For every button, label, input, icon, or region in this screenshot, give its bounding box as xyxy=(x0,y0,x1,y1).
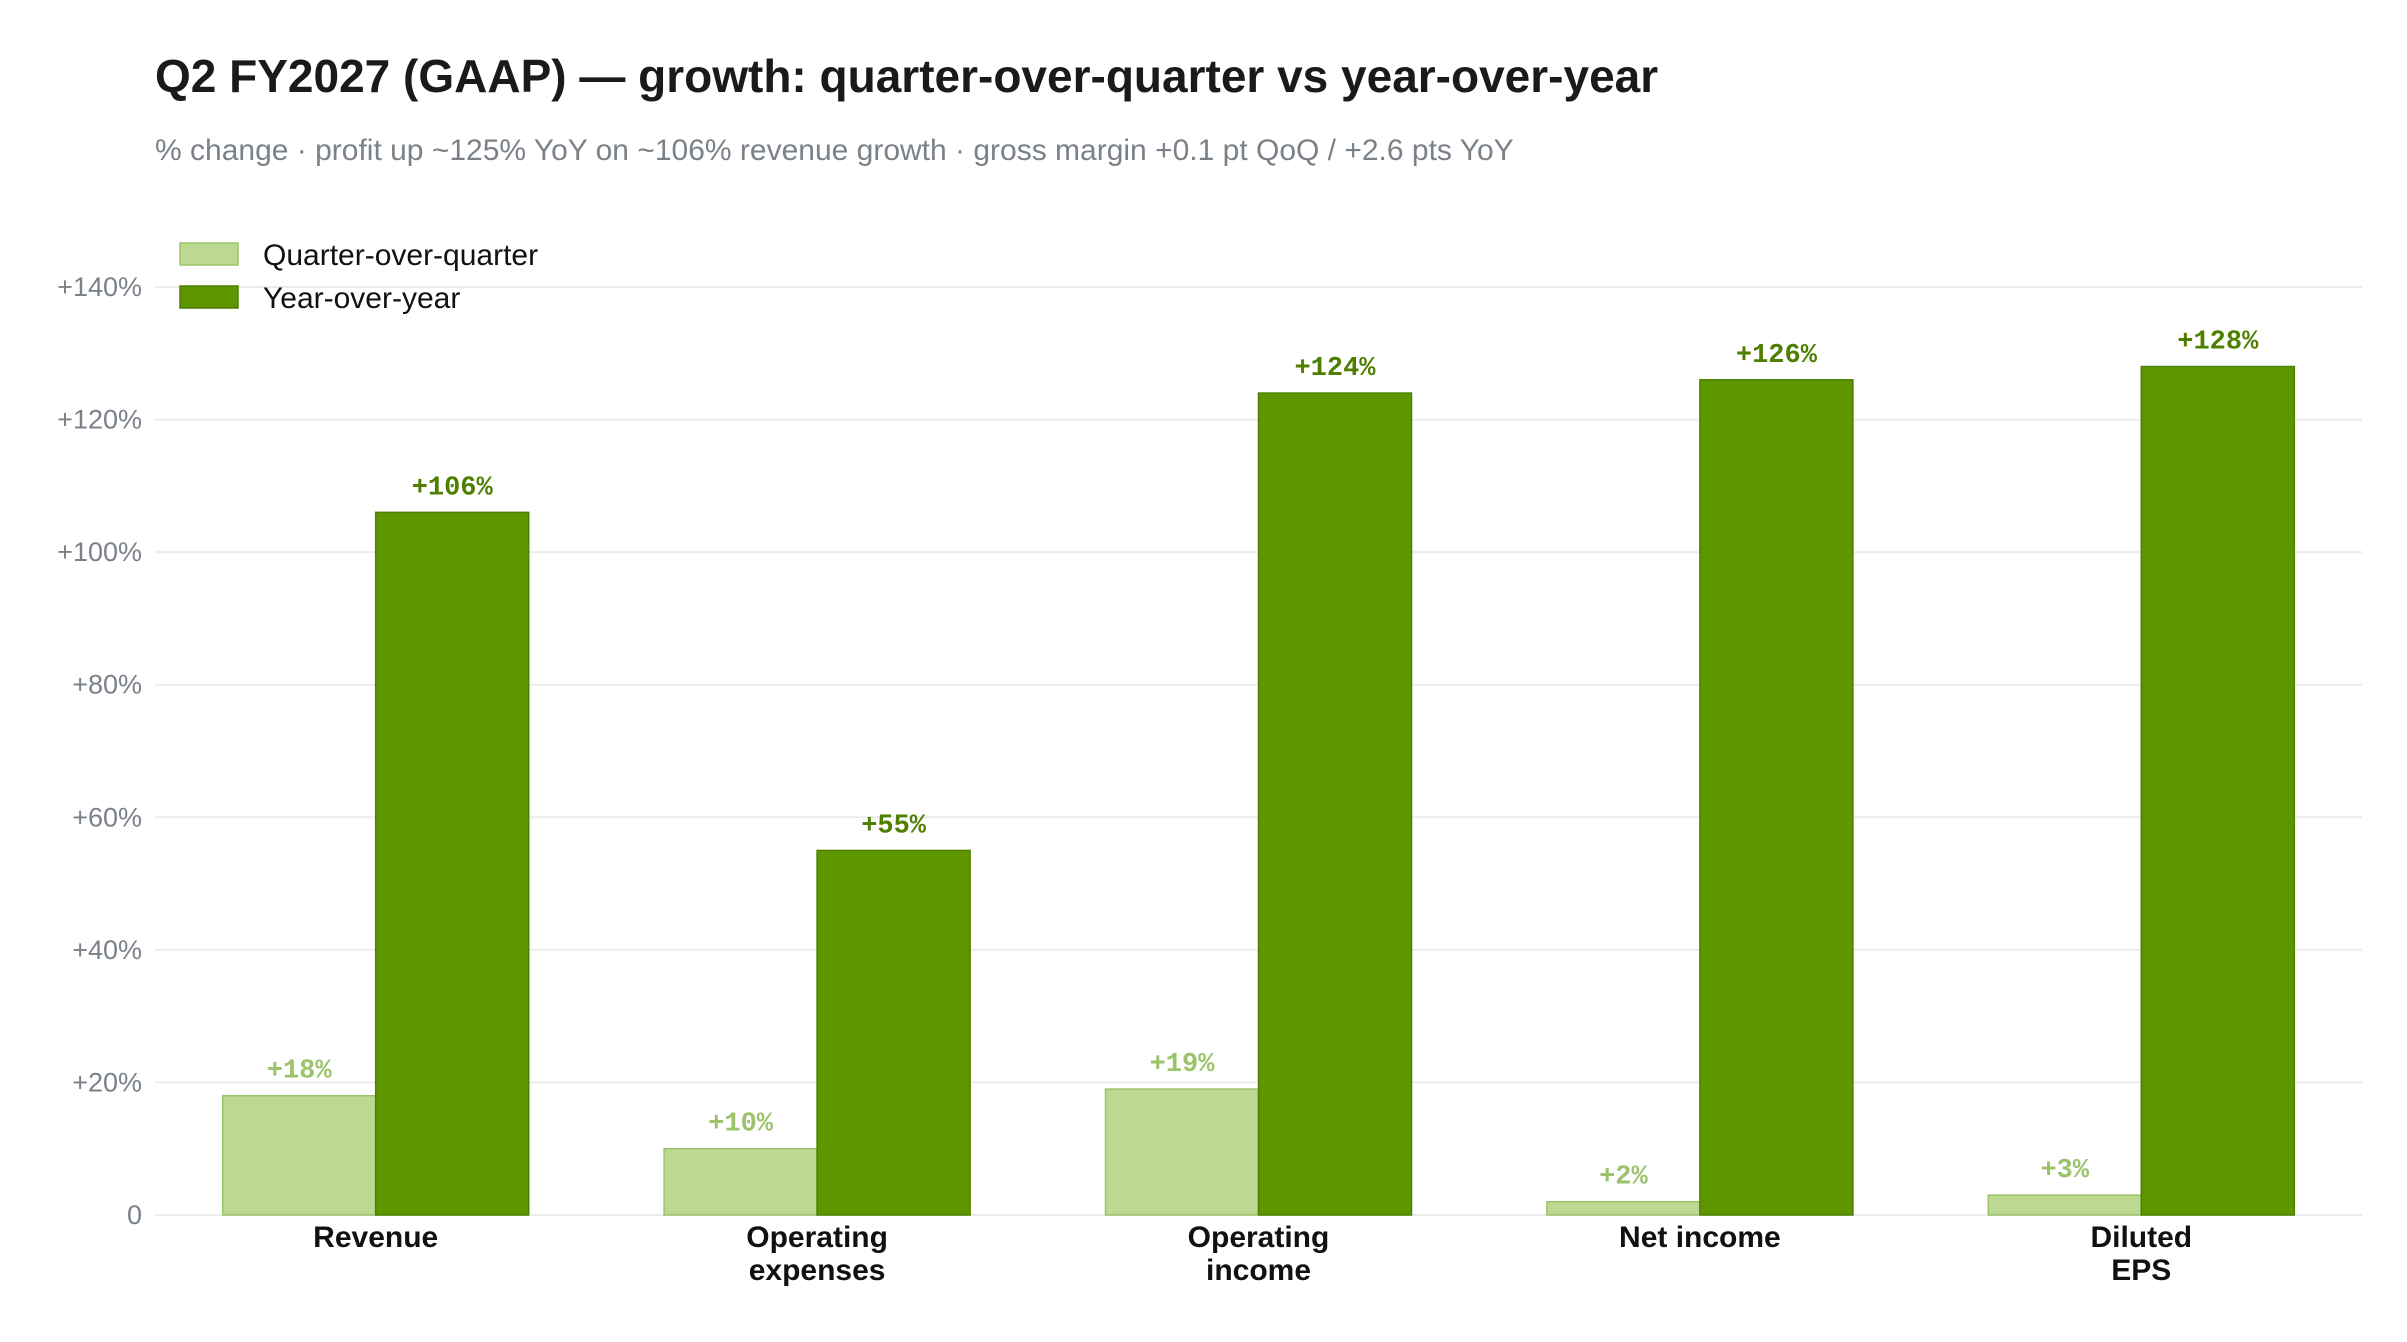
x-category-label: Net income xyxy=(1619,1221,1781,1254)
y-tick-label: +40% xyxy=(72,935,142,965)
bars xyxy=(221,365,2296,1216)
x-category-label: expenses xyxy=(749,1254,886,1287)
chart-title: Q2 FY2027 (GAAP) — growth: quarter-over-… xyxy=(155,50,1658,102)
bar-yoy-2 xyxy=(1257,392,1413,1216)
legend-label-year-over-year: Year-over-year xyxy=(263,282,460,315)
legend-label-quarter-over-quarter: Quarter-over-quarter xyxy=(263,239,538,272)
value-label-qoq-1: +10% xyxy=(708,1110,774,1140)
value-label-qoq-3: +2% xyxy=(1599,1163,1648,1193)
y-tick-label: +100% xyxy=(57,537,142,567)
y-axis: 0 +20% +40% +60% +80% +100% +120% +140% xyxy=(57,272,142,1230)
value-labels: +18% +106% +10% +55% +19% +124% +2% +126% +3% +12… xyxy=(267,328,2259,1193)
x-category-label: Operating xyxy=(1188,1221,1330,1254)
y-tick-label: +20% xyxy=(72,1067,142,1097)
x-category-label: Diluted xyxy=(2090,1221,2192,1254)
legend: Quarter-over-quarter Year-over-year xyxy=(179,239,538,315)
bar-qoq-4 xyxy=(1987,1194,2143,1216)
x-axis: Revenue OperatingexpensesOperatingincomeN… xyxy=(313,1221,2192,1287)
value-label-yoy-4: +128% xyxy=(2177,328,2259,358)
bar-yoy-3 xyxy=(1699,379,1854,1216)
bar-yoy-1 xyxy=(816,849,971,1216)
y-tick-label: +80% xyxy=(72,670,142,700)
y-tick-label: +140% xyxy=(57,272,142,302)
bar-qoq-2 xyxy=(1104,1088,1260,1216)
legend-swatch-year-over-year xyxy=(179,285,239,309)
chart-subtitle: % change · profit up ~125% YoY on ~106% … xyxy=(155,134,1514,167)
value-label-yoy-2: +124% xyxy=(1294,354,1376,384)
y-tick-label: 0 xyxy=(127,1200,142,1230)
value-label-qoq-4: +3% xyxy=(2040,1156,2089,1186)
y-tick-label: +120% xyxy=(57,405,142,435)
x-category-label: income xyxy=(1206,1254,1311,1287)
value-label-yoy-0: +106% xyxy=(412,473,494,503)
x-category-label: Operating xyxy=(746,1221,888,1254)
value-label-qoq-0: +18% xyxy=(267,1057,333,1087)
x-category-label: EPS xyxy=(2111,1254,2171,1287)
value-label-yoy-1: +55% xyxy=(861,811,927,841)
bar-qoq-0 xyxy=(221,1094,377,1216)
bar-qoq-1 xyxy=(663,1147,818,1216)
value-label-yoy-3: +126% xyxy=(1736,341,1818,371)
bar-qoq-3 xyxy=(1546,1200,1701,1216)
y-tick-label: +60% xyxy=(72,802,142,832)
bar-yoy-4 xyxy=(2140,365,2296,1216)
bar-yoy-0 xyxy=(374,511,530,1216)
x-category-label: Revenue xyxy=(313,1221,438,1254)
legend-swatch-quarter-over-quarter xyxy=(179,242,239,266)
value-label-qoq-2: +19% xyxy=(1150,1050,1216,1080)
